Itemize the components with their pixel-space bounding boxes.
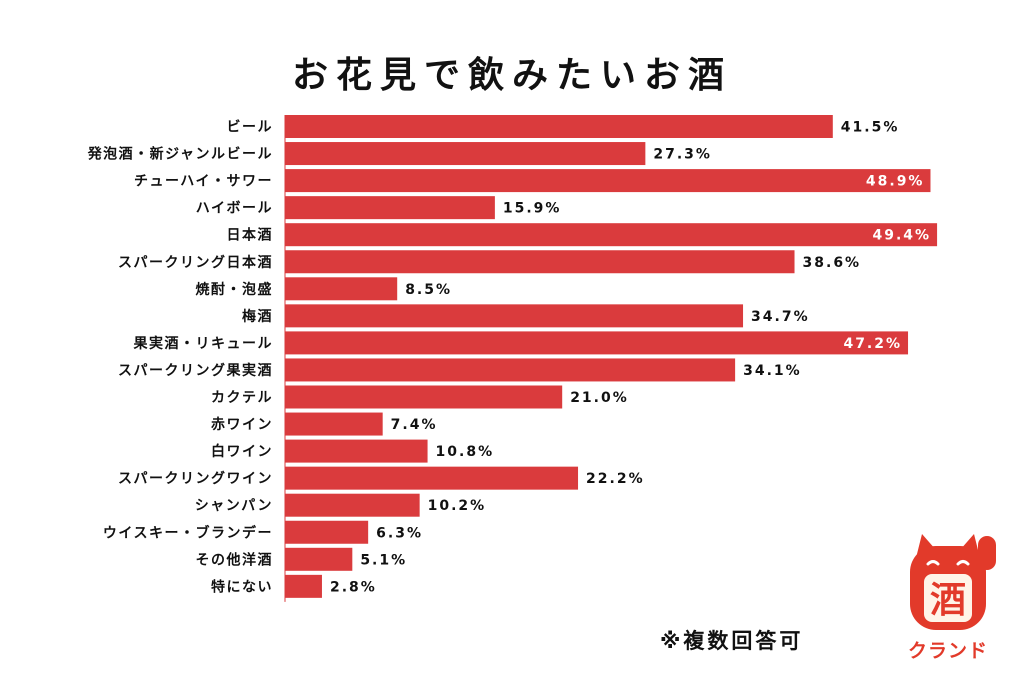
bar bbox=[285, 358, 736, 382]
value-label: 7.4% bbox=[391, 417, 438, 433]
category-label: ウイスキー・ブランデー bbox=[103, 524, 273, 541]
value-label: 22.2% bbox=[586, 471, 645, 487]
bar bbox=[285, 250, 795, 274]
value-label: 49.4% bbox=[873, 228, 932, 244]
category-label: スパークリングワイン bbox=[118, 470, 273, 487]
bar bbox=[285, 196, 495, 220]
bar bbox=[285, 169, 931, 193]
bar bbox=[285, 412, 383, 436]
maneki-neko-cat-icon: 酒 bbox=[910, 534, 996, 630]
bar bbox=[285, 331, 909, 355]
value-label: 47.2% bbox=[843, 336, 902, 352]
value-label: 6.3% bbox=[376, 525, 423, 541]
category-label: スパークリング果実酒 bbox=[118, 362, 273, 379]
category-label: 発泡酒・新ジャンルビール bbox=[87, 146, 273, 163]
category-label: 梅酒 bbox=[242, 308, 273, 325]
category-label: 特にない bbox=[211, 578, 273, 595]
bar bbox=[285, 115, 833, 138]
value-label: 21.0% bbox=[570, 390, 629, 406]
footnote: ※複数回答可 bbox=[660, 629, 804, 653]
category-label: ビール bbox=[227, 120, 274, 136]
bar bbox=[285, 466, 579, 490]
bar bbox=[285, 385, 563, 409]
value-label: 38.6% bbox=[803, 255, 862, 271]
category-label: 白ワイン bbox=[211, 443, 273, 460]
bar bbox=[285, 547, 353, 571]
category-label: スパークリング日本酒 bbox=[118, 254, 273, 271]
value-label: 15.9% bbox=[503, 201, 562, 217]
chart-title: お花見で飲みたいお酒 bbox=[291, 55, 732, 96]
category-label: チューハイ・サワー bbox=[134, 174, 273, 190]
bar bbox=[285, 223, 938, 247]
bar bbox=[285, 493, 420, 517]
value-label: 2.8% bbox=[330, 579, 377, 595]
logo-kanji: 酒 bbox=[930, 580, 966, 621]
category-label: ハイボール bbox=[196, 201, 273, 217]
bar bbox=[285, 439, 428, 463]
value-label: 10.2% bbox=[428, 498, 487, 514]
bar bbox=[285, 277, 398, 301]
value-label: 34.7% bbox=[751, 309, 810, 325]
logo-wordmark: クランド bbox=[907, 640, 988, 662]
category-label: シャンパン bbox=[195, 498, 273, 514]
category-label: 焼酎・泡盛 bbox=[196, 281, 274, 298]
category-label: 日本酒 bbox=[227, 227, 274, 244]
brand-logo: 酒 クランド bbox=[896, 528, 1006, 668]
category-label: その他洋酒 bbox=[196, 551, 274, 568]
bar bbox=[285, 520, 369, 544]
value-label: 10.8% bbox=[436, 444, 495, 460]
value-label: 8.5% bbox=[405, 282, 452, 298]
category-label: 赤ワイン bbox=[211, 417, 273, 433]
category-label: 果実酒・リキュール bbox=[133, 335, 274, 352]
category-label: カクテル bbox=[211, 390, 273, 406]
value-label: 27.3% bbox=[653, 147, 712, 163]
bar bbox=[285, 574, 322, 598]
bar bbox=[285, 142, 646, 166]
value-label: 5.1% bbox=[360, 552, 407, 568]
value-label: 41.5% bbox=[841, 120, 900, 136]
value-label: 34.1% bbox=[743, 363, 802, 379]
value-label: 48.9% bbox=[866, 174, 925, 190]
bar bbox=[285, 304, 744, 328]
